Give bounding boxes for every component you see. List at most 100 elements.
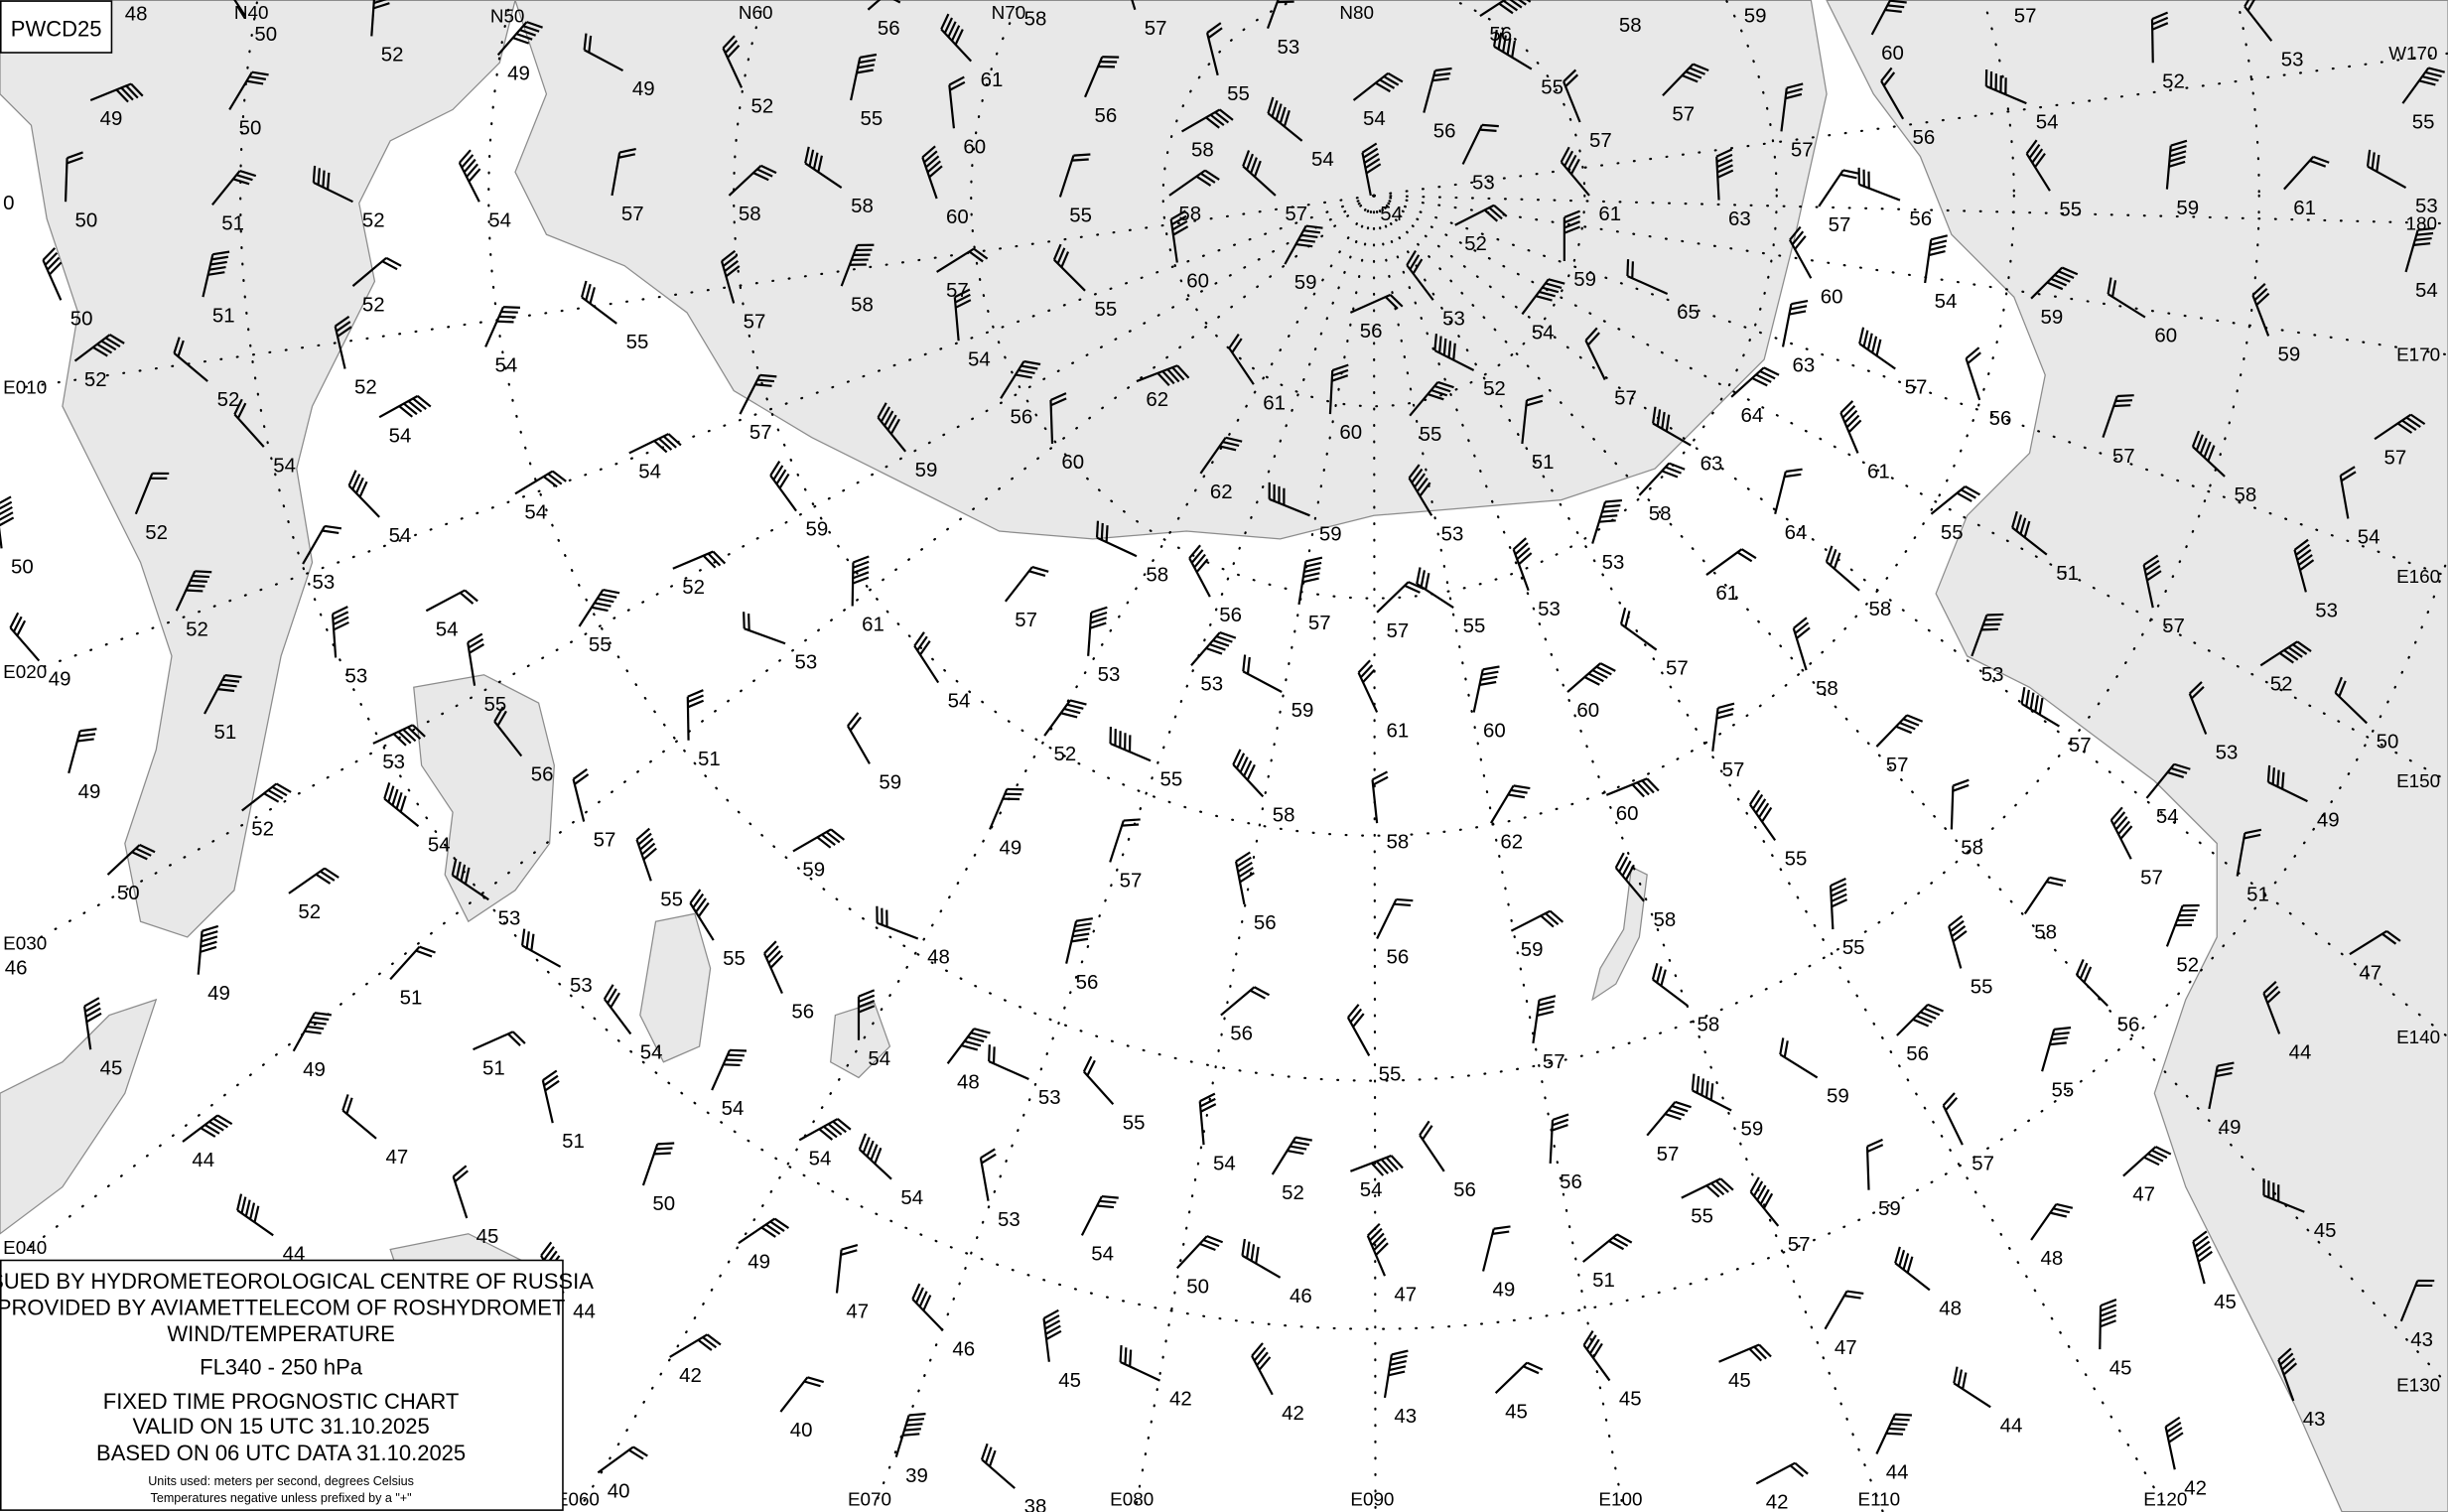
temperature-label: 61 (862, 614, 884, 636)
temperature-label: 57 (2112, 445, 2135, 468)
wind-barb (2259, 640, 2312, 667)
wind-barb (1461, 123, 1499, 165)
temperature-label: 54 (722, 1097, 745, 1120)
wind-barb (73, 334, 125, 362)
temperature-label: 47 (1394, 1283, 1417, 1306)
wind-barb (520, 928, 562, 968)
wind-barb (204, 674, 242, 715)
wind-barb (1423, 67, 1452, 113)
grid-label: E090 (1350, 1488, 1394, 1509)
temperature-label: 49 (2317, 808, 2340, 831)
temperature-label: 56 (1453, 1178, 1476, 1201)
temperature-label: 57 (1589, 129, 1612, 152)
temperature-label: 60 (1061, 451, 1084, 474)
wind-barb (106, 843, 156, 876)
wind-barb (1188, 544, 1211, 598)
temperature-label: 58 (1273, 804, 1295, 827)
grid-label: E020 (3, 661, 47, 682)
temperature-label: 62 (1500, 830, 1523, 853)
wind-barb (1268, 481, 1310, 517)
temperature-label: 53 (2315, 600, 2338, 622)
wind-barb (82, 997, 102, 1050)
wind-barb (2404, 226, 2435, 273)
wind-barb (1715, 148, 1734, 201)
wind-barb (1042, 1308, 1062, 1362)
baltic-sea (0, 0, 516, 938)
temperature-label: 58 (851, 293, 874, 316)
temperature-label: 57 (1886, 754, 1909, 776)
wind-barb (1780, 82, 1804, 132)
grid-label: W170 (2388, 43, 2437, 64)
wind-barb (2107, 277, 2146, 319)
temperature-label: 47 (2132, 1183, 2155, 1206)
temperature-label: 58 (1869, 598, 1892, 620)
wind-barb (1494, 1361, 1544, 1394)
temperature-label: 59 (1827, 1085, 1849, 1108)
wind-barb (1004, 566, 1049, 603)
wind-barb (1271, 1136, 1312, 1175)
temperature-label: 55 (1785, 848, 1808, 871)
temperature-label: 46 (5, 957, 28, 980)
temperature-label: 65 (1677, 301, 1700, 324)
temperature-label: 53 (1200, 672, 1223, 695)
wind-barb (211, 170, 257, 206)
temperature-label: 57 (946, 279, 969, 302)
temperature-label: 55 (1420, 423, 1442, 446)
wind-barb (2293, 538, 2315, 593)
wind-barb (2334, 676, 2368, 725)
temperature-label: 54 (436, 618, 459, 640)
temperature-label: 42 (2184, 1476, 2207, 1499)
temperature-label: 49 (2219, 1116, 2242, 1139)
temperature-label: 52 (354, 376, 377, 399)
wind-barb (1198, 1092, 1217, 1146)
wind-barb (233, 0, 246, 17)
wind-barb (2099, 1299, 2117, 1350)
wind-barb (2283, 155, 2330, 191)
temperature-label: 51 (698, 748, 721, 770)
temperature-label: 52 (186, 618, 208, 640)
grid-label: E160 (2396, 566, 2440, 587)
wind-barb (2109, 806, 2133, 860)
wind-barb (425, 589, 478, 613)
wind-barb (64, 151, 83, 203)
latitude-circle-lat-70 (970, 0, 1778, 600)
temperature-label: 57 (1614, 387, 1637, 410)
wind-barb (9, 612, 41, 662)
wind-barb (1825, 545, 1860, 592)
grid-label: E030 (3, 933, 47, 954)
temperature-label: 55 (1069, 205, 1092, 227)
temperature-label: 51 (400, 987, 423, 1010)
temperature-label: 56 (1011, 406, 1033, 429)
wind-barb (1705, 548, 1757, 576)
temperature-label: 52 (298, 900, 321, 923)
wind-barb (1267, 96, 1303, 142)
wind-barb (1489, 784, 1531, 824)
wind-barb (1858, 327, 1896, 370)
temperature-label: 54 (273, 454, 296, 477)
temperature-label: 54 (428, 833, 451, 856)
wind-barb (197, 924, 219, 975)
wind-barb (2165, 139, 2188, 190)
temperature-label: 53 (1038, 1086, 1061, 1109)
temperature-label: 59 (2041, 306, 2064, 329)
wind-barb (1408, 464, 1433, 516)
wind-barb (233, 398, 265, 448)
temperature-label: 44 (1886, 1461, 1909, 1484)
wind-barb (894, 1413, 926, 1457)
wind-barb (1284, 224, 1323, 265)
temperature-label: 60 (946, 206, 969, 228)
wind-barb (2277, 1347, 2298, 1402)
temperature-label: 61 (981, 69, 1004, 91)
temperature-label: 59 (802, 859, 825, 882)
wind-barb (2041, 1027, 2072, 1072)
wind-barb (1084, 56, 1120, 98)
wind-barb (541, 1069, 560, 1124)
temperature-label: 53 (1442, 307, 1465, 330)
temperature-label: 57 (1387, 619, 1410, 642)
wind-barb (1560, 146, 1590, 197)
temperature-label: 44 (2000, 1414, 2023, 1437)
grid-label: N80 (1339, 2, 1374, 23)
temperature-label: 45 (2109, 1356, 2132, 1379)
temperature-label: 55 (1941, 521, 1964, 544)
wind-barb (728, 164, 777, 197)
